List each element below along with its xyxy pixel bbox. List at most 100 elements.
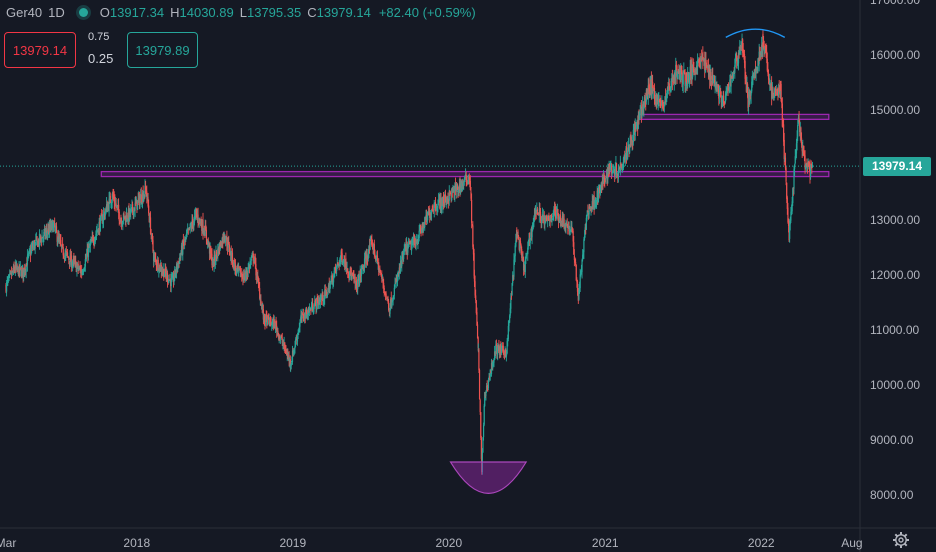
candle-down bbox=[300, 315, 303, 319]
candle-up bbox=[477, 348, 479, 350]
candle-down bbox=[435, 207, 437, 211]
candle-up bbox=[556, 208, 558, 214]
candle-up bbox=[404, 247, 406, 252]
candle-down bbox=[495, 344, 498, 346]
candle-up bbox=[769, 82, 771, 85]
candle-up bbox=[324, 290, 326, 299]
candle-up bbox=[595, 200, 598, 202]
candle-up bbox=[501, 345, 503, 347]
candle-up bbox=[89, 243, 91, 246]
candle-up bbox=[7, 278, 10, 280]
candle-up bbox=[96, 230, 98, 232]
candle-down bbox=[745, 78, 747, 80]
candle-down bbox=[640, 106, 643, 119]
candle-up bbox=[309, 307, 311, 310]
candle-up bbox=[463, 178, 465, 182]
candle-down bbox=[20, 269, 23, 277]
candle-down bbox=[564, 227, 566, 229]
candle-up bbox=[790, 211, 792, 221]
candle-down bbox=[781, 100, 783, 104]
candle-down bbox=[42, 237, 44, 239]
candle-down bbox=[549, 218, 551, 222]
candle-up bbox=[78, 267, 81, 269]
candle-up bbox=[114, 203, 117, 206]
candle-up bbox=[412, 237, 415, 245]
candle-up bbox=[637, 115, 639, 129]
candle-down bbox=[106, 204, 108, 212]
candle-up bbox=[418, 230, 420, 238]
candle-down bbox=[394, 282, 397, 284]
candle-up bbox=[401, 253, 404, 258]
candle-up bbox=[761, 44, 763, 55]
candle-down bbox=[521, 249, 523, 258]
candle-down bbox=[469, 177, 471, 181]
candle-up bbox=[394, 283, 396, 288]
candle-up bbox=[133, 208, 135, 216]
candle-down bbox=[516, 233, 518, 237]
candle-down bbox=[710, 72, 712, 80]
candle-down bbox=[382, 278, 384, 284]
candle-down bbox=[50, 224, 52, 229]
candle-down bbox=[176, 263, 178, 269]
candle-up bbox=[752, 75, 754, 79]
candle-up bbox=[632, 129, 634, 143]
candle-down bbox=[63, 255, 65, 257]
candle-up bbox=[158, 270, 160, 272]
candle-down bbox=[406, 244, 408, 255]
candle-down bbox=[155, 260, 157, 266]
candle-up bbox=[94, 241, 96, 244]
symbol-name[interactable]: Ger40 bbox=[6, 5, 43, 20]
candle-down bbox=[484, 391, 486, 397]
low-value: 13795.35 bbox=[246, 5, 302, 20]
candle-down bbox=[678, 69, 680, 74]
sell-button[interactable]: 13979.14 bbox=[4, 32, 76, 68]
candle-up bbox=[794, 156, 796, 164]
candle-down bbox=[800, 137, 803, 145]
price-tick-label: 9000.00 bbox=[870, 433, 914, 447]
candle-down bbox=[255, 274, 258, 279]
candle-up bbox=[296, 333, 299, 342]
candle-up bbox=[393, 287, 395, 296]
candle-up bbox=[287, 355, 290, 357]
candle-up bbox=[87, 246, 90, 249]
candle-down bbox=[460, 184, 462, 189]
candle-up bbox=[493, 358, 495, 363]
candle-up bbox=[730, 75, 732, 87]
candle-up bbox=[305, 308, 307, 319]
candle-down bbox=[440, 197, 442, 209]
candle-down bbox=[486, 385, 488, 388]
candle-up bbox=[248, 265, 250, 268]
buy-button[interactable]: 13979.89 bbox=[127, 32, 198, 68]
candle-up bbox=[495, 344, 497, 355]
candle-down bbox=[476, 324, 479, 339]
candle-up bbox=[463, 182, 465, 185]
candle-up bbox=[29, 250, 31, 252]
candle-up bbox=[125, 214, 128, 222]
candle-down bbox=[685, 72, 688, 81]
candle-down bbox=[115, 203, 117, 207]
candle-up bbox=[355, 282, 357, 284]
candle-down bbox=[634, 126, 636, 135]
candle-up bbox=[430, 210, 433, 215]
gear-icon[interactable] bbox=[892, 531, 910, 549]
candle-up bbox=[250, 258, 252, 261]
candle-down bbox=[388, 308, 390, 313]
candle-up bbox=[643, 106, 645, 110]
candle-down bbox=[107, 204, 110, 210]
candle-up bbox=[439, 196, 442, 210]
candle-down bbox=[109, 195, 111, 203]
candle-down bbox=[70, 256, 72, 267]
candle-up bbox=[610, 166, 612, 169]
candle-down bbox=[5, 284, 7, 292]
candle-up bbox=[640, 107, 642, 109]
candle-up bbox=[514, 245, 516, 257]
candle-down bbox=[481, 458, 483, 473]
candle-down bbox=[207, 240, 209, 245]
candle-up bbox=[789, 220, 791, 225]
candle-up bbox=[53, 221, 55, 223]
candle-up bbox=[499, 345, 501, 356]
interval-label[interactable]: 1D bbox=[48, 5, 65, 20]
candle-up bbox=[107, 205, 109, 211]
candle-down bbox=[602, 179, 604, 183]
